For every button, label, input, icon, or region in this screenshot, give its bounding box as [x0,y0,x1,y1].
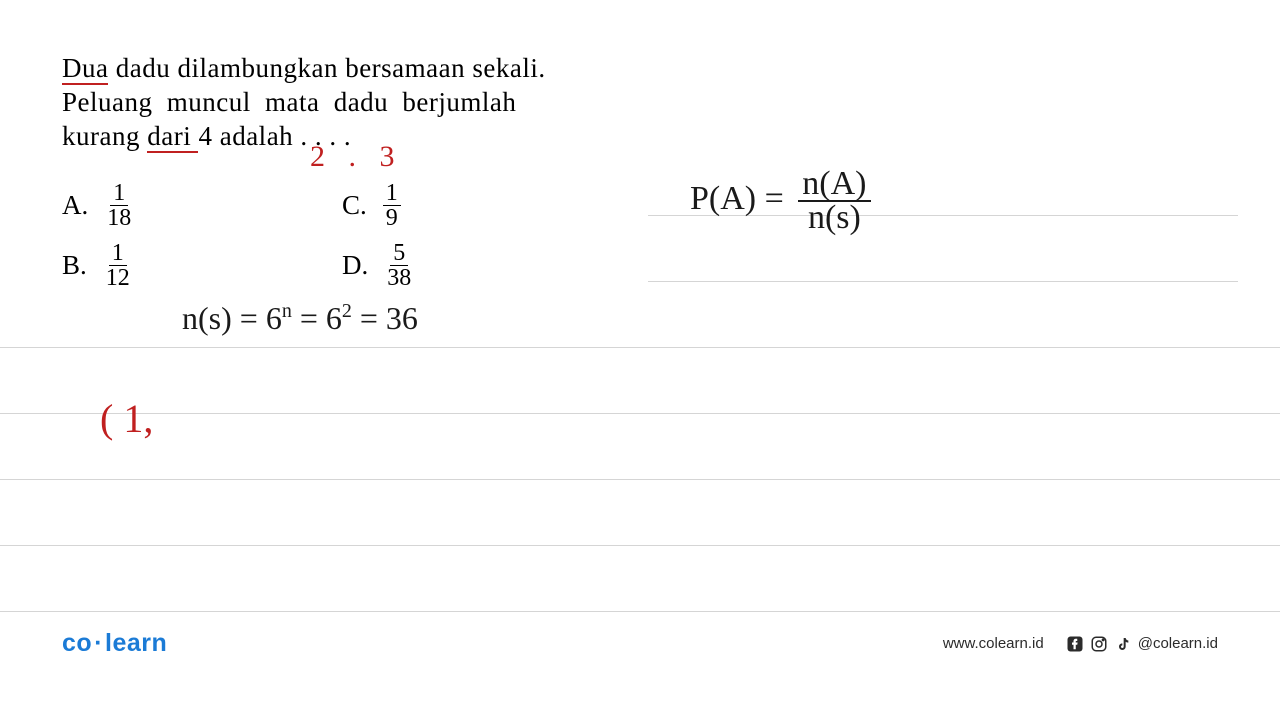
social-icons: @colearn.id [1066,635,1218,653]
ruled-line [648,281,1238,282]
denominator: 38 [384,266,414,290]
option-c: C. 1 9 [342,181,622,230]
logo: co·learn [62,629,167,658]
tiktok-icon [1114,635,1132,653]
option-b: B. 1 12 [62,241,342,290]
footer-right: www.colearn.id @colearn.id [943,635,1218,653]
option-letter: A. [62,190,88,221]
logo-dot: · [94,629,103,657]
ns-part: n(s) = 6 [182,300,282,336]
option-letter: D. [342,250,368,281]
footer-handle: @colearn.id [1138,635,1218,652]
ruled-line [0,611,1280,612]
page-container: { "question": { "line1": "Dua dadu dilam… [0,0,1280,720]
formula-numerator: n(A) [798,168,870,202]
ruled-line [0,347,1280,348]
fraction: 5 38 [384,241,414,290]
ns-sup: n [282,300,292,322]
option-row: B. 1 12 D. 5 38 [62,235,622,295]
option-row: A. 1 18 C. 1 9 [62,175,622,235]
footer: co·learn www.colearn.id @colearn.id [0,629,1280,658]
numerator: 5 [390,241,408,266]
underlined-word: Dua [62,53,108,85]
question-line-2: Peluang muncul mata dadu berjumlah [62,86,622,120]
ns-part: = 6 [292,300,342,336]
option-letter: C. [342,190,367,221]
logo-part2: learn [105,629,167,657]
instagram-icon [1090,635,1108,653]
fraction: 1 9 [383,181,401,230]
handwritten-annotation-23: 2 . 3 [310,140,403,174]
formula-fraction: n(A) n(s) [798,168,870,235]
handwritten-formula: P(A) = n(A) n(s) [690,168,871,235]
option-a: A. 1 18 [62,181,342,230]
ruled-line [0,413,1280,414]
options-block: A. 1 18 C. 1 9 B. 1 12 [62,175,622,295]
handwritten-ns: n(s) = 6n = 62 = 36 [182,300,418,337]
ns-sup: 2 [342,300,352,322]
option-letter: B. [62,250,87,281]
numerator: 1 [110,181,128,206]
formula-left: P(A) = [690,180,792,217]
ns-part: = 36 [352,300,418,336]
ruled-line [0,479,1280,480]
denominator: 9 [383,206,401,230]
denominator: 18 [104,206,134,230]
denominator: 12 [103,266,133,290]
text: dadu dilambungkan bersamaan sekali. [108,53,545,83]
numerator: 1 [383,181,401,206]
ruled-line [0,545,1280,546]
fraction: 1 18 [104,181,134,230]
option-d: D. 5 38 [342,241,622,290]
formula-denominator: n(s) [808,202,861,234]
handwritten-paren: ( 1, [100,395,153,442]
logo-part1: co [62,629,92,657]
footer-url: www.colearn.id [943,635,1044,652]
fraction: 1 12 [103,241,133,290]
question-text: Dua dadu dilambungkan bersamaan sekali. … [62,52,622,153]
text: kurang [62,121,147,151]
numerator: 1 [109,241,127,266]
underlined-word: dari [147,121,198,153]
question-line-1: Dua dadu dilambungkan bersamaan sekali. [62,52,622,86]
facebook-icon [1066,635,1084,653]
